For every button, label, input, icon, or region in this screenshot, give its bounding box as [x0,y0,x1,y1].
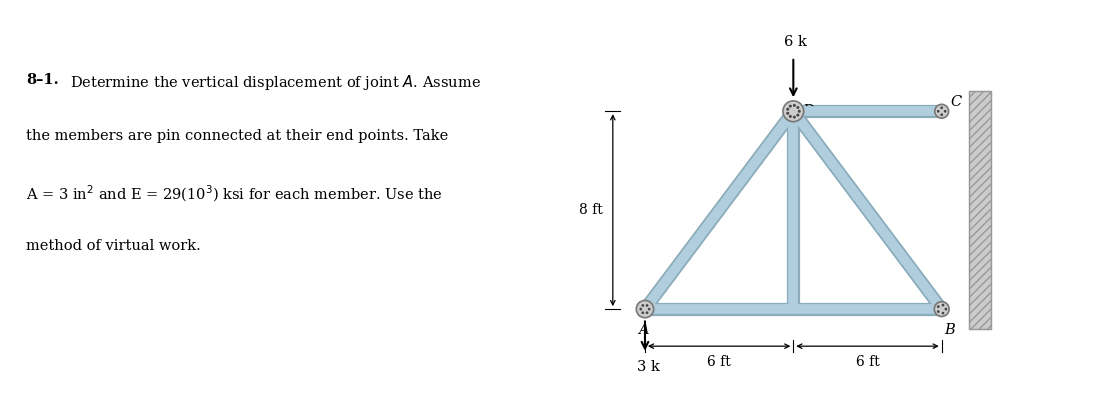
Text: the members are pin connected at their end points. Take: the members are pin connected at their e… [27,129,449,142]
Circle shape [798,110,800,113]
Bar [969,91,992,329]
Circle shape [937,110,939,113]
Text: 8 ft: 8 ft [579,203,603,217]
Text: C: C [951,95,962,109]
Circle shape [639,308,642,310]
Circle shape [792,115,796,119]
Text: 3 k: 3 k [638,360,660,374]
Circle shape [934,302,949,317]
Bar [969,91,992,329]
Circle shape [942,304,944,306]
Circle shape [782,101,804,122]
Text: A = 3 in$^2$ and E = 29(10$^3$) ksi for each member. Use the: A = 3 in$^2$ and E = 29(10$^3$) ksi for … [27,184,443,204]
Text: Determine the vertical displacement of joint $A$. Assume: Determine the vertical displacement of j… [70,73,481,93]
Circle shape [940,113,943,116]
Circle shape [789,104,791,108]
Circle shape [646,311,649,314]
Circle shape [945,308,947,310]
Circle shape [646,304,649,307]
Circle shape [935,104,948,118]
Circle shape [637,300,653,318]
Circle shape [797,106,799,109]
Circle shape [786,112,789,115]
Circle shape [797,113,799,117]
Circle shape [940,106,943,109]
Text: 8–1.: 8–1. [27,73,59,87]
Text: 6 ft: 6 ft [707,355,731,369]
Circle shape [641,311,644,314]
Text: 6 k: 6 k [785,35,807,49]
Circle shape [648,308,650,310]
Text: method of virtual work.: method of virtual work. [27,239,201,253]
Circle shape [942,312,944,315]
Circle shape [786,108,789,111]
Circle shape [937,305,939,308]
Circle shape [937,310,939,313]
Text: D: D [802,104,814,118]
Circle shape [792,104,796,107]
Text: A: A [639,323,649,337]
Circle shape [789,115,791,118]
Text: 6 ft: 6 ft [856,355,879,369]
Circle shape [944,110,946,113]
Text: B: B [944,323,955,337]
Circle shape [641,304,644,307]
